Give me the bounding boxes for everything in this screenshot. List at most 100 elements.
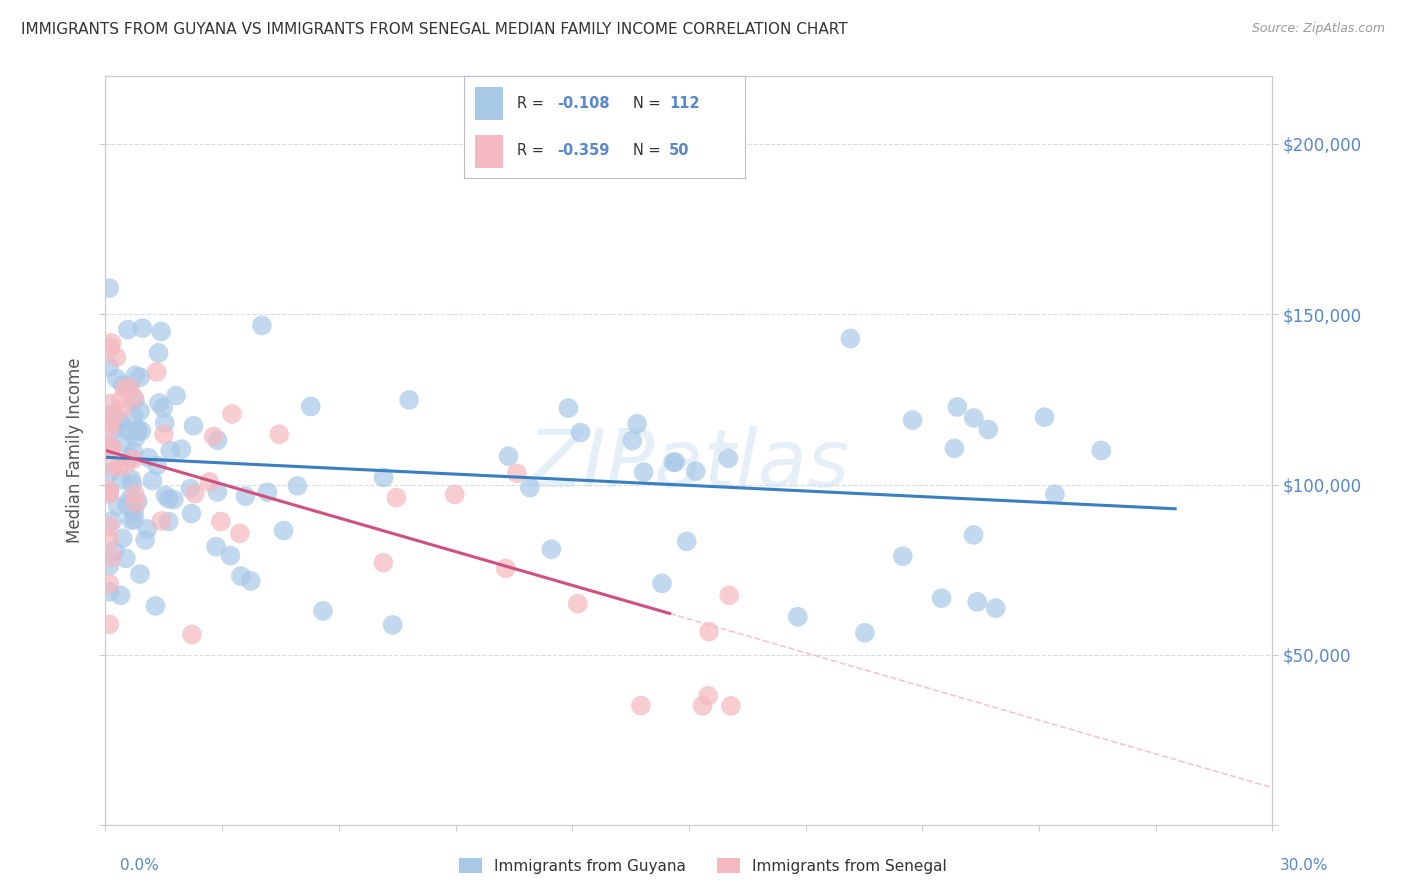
- Point: [117, 323, 139, 337]
- Point: [153, 427, 176, 442]
- FancyBboxPatch shape: [475, 87, 503, 120]
- Point: [495, 561, 517, 575]
- Point: [115, 379, 138, 393]
- Point: [101, 407, 124, 421]
- Point: [229, 526, 252, 541]
- Point: [125, 430, 148, 444]
- Point: [901, 413, 924, 427]
- Text: IMMIGRANTS FROM GUYANA VS IMMIGRANTS FROM SENEGAL MEDIAN FAMILY INCOME CORRELATI: IMMIGRANTS FROM GUYANA VS IMMIGRANTS FRO…: [21, 22, 848, 37]
- Point: [630, 698, 652, 713]
- Point: [180, 507, 202, 521]
- Point: [98, 577, 121, 591]
- Point: [198, 475, 221, 489]
- Point: [1033, 410, 1056, 425]
- Point: [120, 450, 142, 465]
- Point: [105, 350, 128, 364]
- Point: [385, 491, 408, 505]
- Point: [112, 435, 135, 450]
- Point: [125, 425, 148, 439]
- Point: [150, 514, 173, 528]
- Text: R =: R =: [517, 96, 548, 111]
- Point: [651, 576, 673, 591]
- Point: [122, 409, 145, 424]
- Point: [966, 595, 988, 609]
- Point: [179, 482, 201, 496]
- Point: [100, 335, 122, 350]
- Point: [299, 400, 322, 414]
- Point: [111, 532, 134, 546]
- Point: [685, 464, 707, 478]
- Text: 0.0%: 0.0%: [120, 858, 159, 872]
- Point: [120, 491, 142, 506]
- Point: [115, 423, 138, 437]
- Point: [120, 380, 142, 394]
- Point: [977, 422, 1000, 436]
- Point: [107, 500, 129, 514]
- Point: [287, 479, 309, 493]
- Point: [124, 512, 146, 526]
- Text: ZIPatlas: ZIPatlas: [527, 426, 851, 505]
- Point: [108, 415, 131, 429]
- Point: [105, 372, 128, 386]
- Point: [134, 533, 156, 547]
- Point: [98, 465, 121, 479]
- Point: [557, 401, 579, 415]
- Point: [98, 519, 121, 533]
- Point: [207, 484, 229, 499]
- Point: [98, 360, 121, 375]
- Point: [98, 397, 121, 411]
- Point: [963, 411, 986, 425]
- Point: [141, 474, 163, 488]
- Text: 30.0%: 30.0%: [1281, 858, 1329, 872]
- Point: [152, 401, 174, 415]
- Point: [124, 487, 146, 501]
- Text: -0.359: -0.359: [557, 144, 609, 158]
- Point: [124, 496, 146, 510]
- Text: 50: 50: [669, 144, 690, 158]
- Point: [127, 422, 149, 436]
- Point: [943, 442, 966, 456]
- Point: [131, 424, 153, 438]
- Point: [155, 489, 177, 503]
- Point: [114, 458, 136, 472]
- Point: [98, 487, 121, 501]
- Point: [720, 698, 742, 713]
- Point: [675, 534, 697, 549]
- Point: [98, 417, 121, 431]
- Point: [121, 477, 143, 491]
- Point: [100, 441, 122, 455]
- FancyBboxPatch shape: [475, 136, 503, 168]
- Point: [273, 524, 295, 538]
- Text: N =: N =: [633, 144, 665, 158]
- Point: [98, 617, 121, 632]
- Point: [131, 321, 153, 335]
- Point: [110, 588, 132, 602]
- Point: [373, 470, 395, 484]
- Point: [498, 449, 520, 463]
- Text: 112: 112: [669, 96, 700, 111]
- Point: [101, 514, 124, 528]
- Point: [153, 416, 176, 430]
- Point: [373, 556, 395, 570]
- Point: [718, 588, 741, 602]
- Point: [205, 540, 228, 554]
- Legend: Immigrants from Guyana, Immigrants from Senegal: Immigrants from Guyana, Immigrants from …: [453, 852, 953, 880]
- Point: [127, 494, 149, 508]
- Point: [98, 421, 121, 435]
- Text: R =: R =: [517, 144, 548, 158]
- Point: [170, 442, 193, 457]
- Point: [146, 458, 169, 473]
- Point: [110, 473, 132, 487]
- Point: [381, 618, 404, 632]
- Point: [129, 370, 152, 384]
- Point: [183, 418, 205, 433]
- Point: [124, 368, 146, 383]
- Point: [891, 549, 914, 564]
- Point: [256, 485, 278, 500]
- Point: [962, 528, 984, 542]
- Point: [110, 392, 132, 407]
- Point: [114, 551, 136, 566]
- Point: [398, 392, 420, 407]
- Point: [98, 533, 121, 547]
- Point: [98, 436, 121, 450]
